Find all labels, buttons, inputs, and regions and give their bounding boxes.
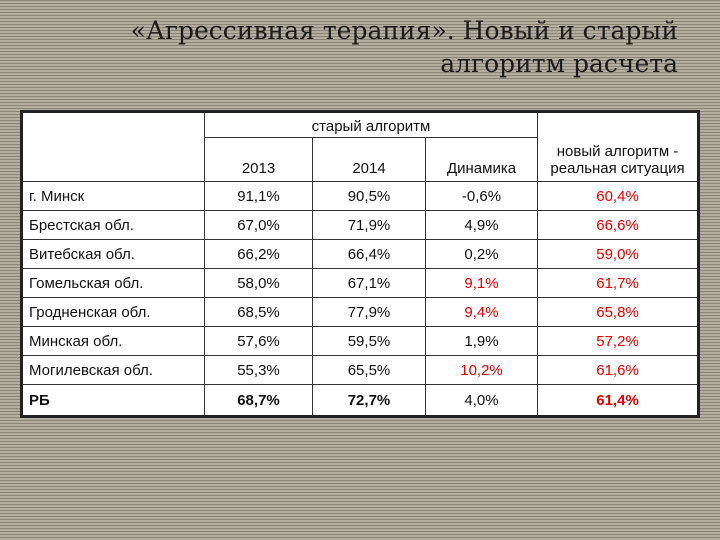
row-2014: 71,9% (312, 210, 426, 240)
total-2014: 72,7% (312, 384, 426, 417)
row-region: г. Минск (21, 181, 205, 211)
table-row: Минская обл. 57,6% 59,5% 1,9% 57,2% (21, 326, 700, 356)
slide-title: «Агрессивная терапия». Новый и старый ал… (78, 14, 678, 80)
row-region: Могилевская обл. (21, 355, 205, 385)
row-new-algorithm: 65,8% (537, 297, 700, 327)
total-region: РБ (21, 384, 205, 417)
row-region: Минская обл. (21, 326, 205, 356)
total-2013: 68,7% (204, 384, 313, 417)
header-year-2014: 2014 (312, 137, 426, 182)
table-row: Брестская обл. 67,0% 71,9% 4,9% 66,6% (21, 210, 700, 240)
row-dynamics: 9,1% (424, 268, 539, 298)
row-new-algorithm: 61,6% (537, 355, 700, 385)
row-region: Гомельская обл. (21, 268, 205, 298)
header-dynamics: Динамика (424, 137, 539, 182)
table-row: Могилевская обл. 55,3% 65,5% 10,2% 61,6% (21, 355, 700, 385)
row-2013: 66,2% (204, 239, 313, 269)
row-region: Витебская обл. (21, 239, 205, 269)
header-old-algorithm: старый алгоритм (203, 111, 539, 138)
table-row: г. Минск 91,1% 90,5% -0,6% 60,4% (21, 181, 700, 211)
row-2013: 55,3% (204, 355, 313, 385)
row-dynamics: 0,2% (424, 239, 539, 269)
title-line-1: «Агрессивная терапия». Новый и старый (130, 16, 678, 45)
header-new-algorithm: новый алгоритм - реальная ситуация (537, 111, 700, 182)
total-row: РБ 68,7% 72,7% 4,0% 61,4% (21, 384, 700, 417)
title-line-2: алгоритм расчета (440, 49, 678, 78)
header-year-2013: 2013 (204, 137, 313, 182)
row-2014: 65,5% (312, 355, 426, 385)
row-region: Брестская обл. (21, 210, 205, 240)
row-2013: 68,5% (204, 297, 313, 327)
row-2014: 77,9% (312, 297, 426, 327)
total-new-algorithm: 61,4% (537, 384, 700, 417)
row-dynamics: 1,9% (424, 326, 539, 356)
row-2014: 59,5% (312, 326, 426, 356)
table-row: Гомельская обл. 58,0% 67,1% 9,1% 61,7% (21, 268, 700, 298)
row-dynamics: 9,4% (424, 297, 539, 327)
row-region: Гродненская обл. (21, 297, 205, 327)
table-row: Гродненская обл. 68,5% 77,9% 9,4% 65,8% (21, 297, 700, 327)
row-new-algorithm: 60,4% (537, 181, 700, 211)
row-2013: 58,0% (204, 268, 313, 298)
row-2014: 90,5% (312, 181, 426, 211)
row-new-algorithm: 61,7% (537, 268, 700, 298)
row-new-algorithm: 59,0% (537, 239, 700, 269)
header-empty-cell (21, 111, 205, 182)
total-dynamics: 4,0% (424, 384, 539, 417)
row-2014: 67,1% (312, 268, 426, 298)
row-dynamics: -0,6% (424, 181, 539, 211)
row-2013: 91,1% (204, 181, 313, 211)
row-2013: 67,0% (204, 210, 313, 240)
row-new-algorithm: 57,2% (537, 326, 700, 356)
comparison-table: старый алгоритм новый алгоритм - реальна… (20, 110, 701, 418)
row-2014: 66,4% (312, 239, 426, 269)
row-dynamics: 4,9% (424, 210, 539, 240)
row-dynamics: 10,2% (424, 355, 539, 385)
table-row: Витебская обл. 66,2% 66,4% 0,2% 59,0% (21, 239, 700, 269)
row-new-algorithm: 66,6% (537, 210, 700, 240)
row-2013: 57,6% (204, 326, 313, 356)
